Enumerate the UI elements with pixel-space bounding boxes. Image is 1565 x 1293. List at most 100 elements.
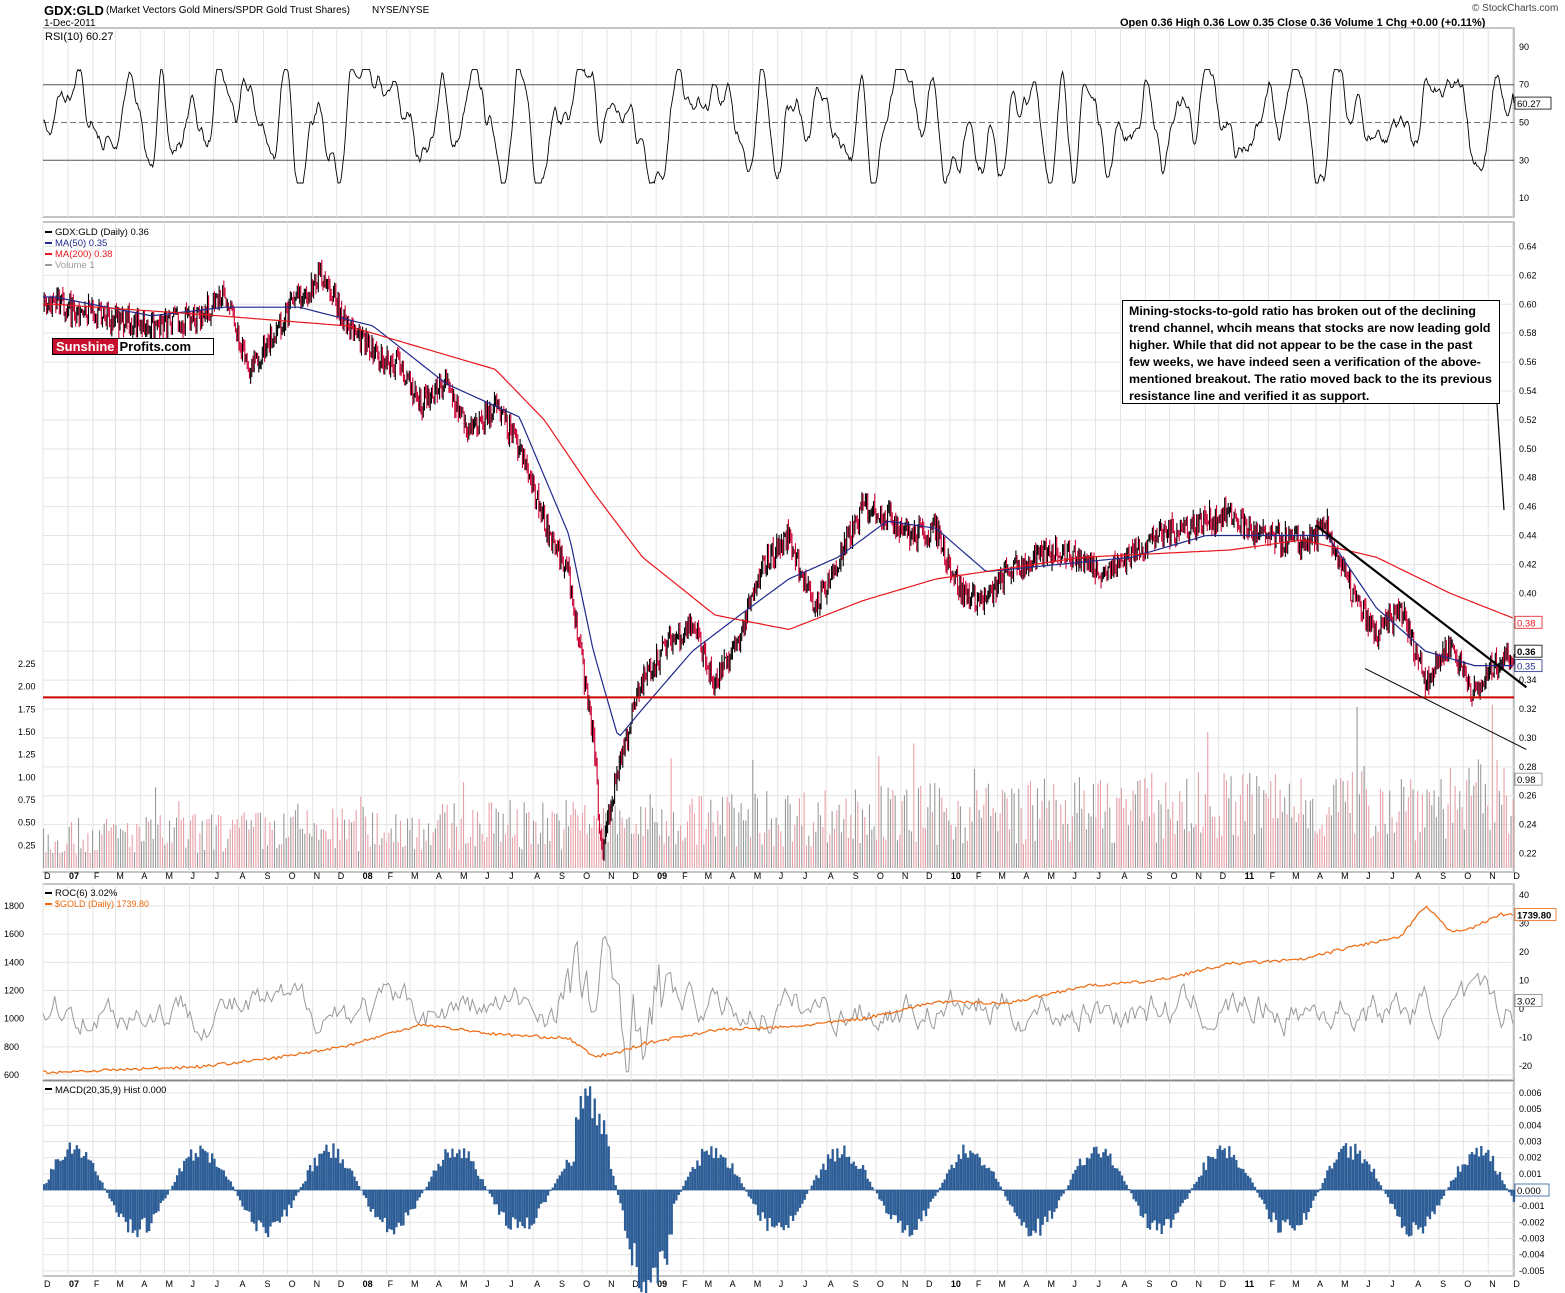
volume-bar <box>168 820 171 868</box>
volume-bar <box>1274 773 1276 868</box>
volume-bar <box>297 803 299 868</box>
volume-bar <box>483 841 486 868</box>
volume-bar <box>453 803 455 868</box>
volume-bar <box>1001 790 1003 868</box>
macd-bar <box>532 1190 536 1224</box>
volume-bar <box>1137 781 1139 868</box>
macd-bar <box>1438 1190 1441 1206</box>
volume-bar <box>1071 816 1073 868</box>
annotation-pointer <box>1496 403 1505 511</box>
volume-bar <box>882 836 885 868</box>
macd-bar <box>430 1176 433 1190</box>
volume-bar <box>152 838 154 868</box>
macd-bar <box>605 1134 608 1190</box>
macd-bar <box>670 1190 673 1235</box>
macd-bar <box>1412 1190 1415 1223</box>
x-tick-label: D <box>632 871 639 881</box>
macd-bar <box>1190 1188 1194 1190</box>
macd-bar <box>1169 1190 1173 1228</box>
macd-bar <box>59 1160 62 1190</box>
macd-bar <box>264 1190 267 1234</box>
macd-bar <box>75 1145 78 1190</box>
volume-bar <box>812 822 815 868</box>
volume-bar <box>936 844 938 868</box>
volume-bar <box>656 822 658 868</box>
volume-bar <box>1475 782 1477 868</box>
macd-bar <box>717 1158 720 1190</box>
x-tick-label: M <box>754 1279 762 1289</box>
legend-swatch <box>45 231 52 233</box>
macd-bar <box>1333 1162 1336 1190</box>
macd-bar <box>507 1190 510 1229</box>
x-tick-label: J <box>1072 871 1077 881</box>
volume-bar <box>164 844 166 868</box>
volume-bar <box>535 821 537 868</box>
volume-bar <box>112 824 115 868</box>
macd-bar <box>448 1157 452 1190</box>
macd-bar <box>721 1156 725 1190</box>
macd-bar <box>822 1163 825 1190</box>
macd-bar <box>1466 1165 1469 1190</box>
price-y-tick: 0.28 <box>1519 762 1537 772</box>
x-tick-label: A <box>141 871 147 881</box>
macd-bar <box>866 1178 869 1190</box>
roc-y-tick: -10 <box>1519 1033 1532 1043</box>
macd-bar <box>1389 1190 1392 1204</box>
x-tick-label: M <box>1292 871 1300 881</box>
macd-bar <box>1505 1188 1509 1190</box>
volume-bar <box>1046 808 1048 868</box>
volume-bar <box>1244 821 1246 868</box>
volume-bar <box>1256 775 1258 868</box>
macd-bar <box>395 1190 398 1228</box>
macd-bar <box>936 1190 939 1193</box>
volume-bar <box>311 836 313 868</box>
macd-bar <box>488 1190 491 1194</box>
volume-bar <box>96 849 98 868</box>
macd-bar <box>315 1165 319 1190</box>
macd-bar <box>987 1167 991 1190</box>
volume-bar <box>927 807 929 868</box>
macd-bar <box>700 1148 704 1190</box>
volume-bar <box>66 843 68 868</box>
macd-bar <box>266 1190 270 1238</box>
macd-bar <box>1449 1180 1453 1190</box>
macd-bar <box>1377 1181 1380 1190</box>
volume-bar <box>938 788 940 868</box>
volume-bar <box>105 818 108 868</box>
volume-bar <box>1412 789 1414 868</box>
macd-bar <box>1356 1153 1359 1190</box>
volume-bar <box>843 819 845 868</box>
volume-bar <box>187 839 189 868</box>
volume-bar <box>1410 779 1412 868</box>
macd-bar <box>738 1177 741 1190</box>
macd-bar <box>1085 1157 1089 1190</box>
volume-bar <box>1496 759 1498 868</box>
volume-bar <box>558 820 560 868</box>
macd-bar <box>516 1190 519 1228</box>
volume-bar <box>502 813 504 868</box>
x-tick-label: D <box>1513 871 1520 881</box>
macd-bar <box>416 1190 419 1201</box>
price-y-tick: 0.60 <box>1519 299 1537 309</box>
macd-bar <box>1057 1190 1061 1201</box>
macd-bar <box>1379 1185 1383 1190</box>
volume-bar <box>159 815 161 868</box>
volume-bar <box>45 852 47 868</box>
macd-bar <box>598 1113 601 1190</box>
gold-line <box>42 905 1514 1075</box>
x-tick-label: M <box>1047 1279 1055 1289</box>
macd-bar <box>1230 1157 1233 1190</box>
macd-bar <box>164 1190 167 1199</box>
macd-bar <box>775 1190 778 1226</box>
price-y-tick: 0.62 <box>1519 270 1537 280</box>
volume-bar <box>1284 797 1286 868</box>
volume-bar <box>476 811 479 868</box>
macd-bar <box>311 1171 314 1190</box>
volume-bar <box>1314 831 1316 868</box>
macd-bar <box>957 1154 960 1190</box>
macd-bar <box>560 1171 564 1190</box>
volume-bar <box>301 828 304 868</box>
volume-bar <box>381 838 383 868</box>
macd-bar <box>1032 1190 1035 1231</box>
volume-bar <box>1155 842 1157 868</box>
